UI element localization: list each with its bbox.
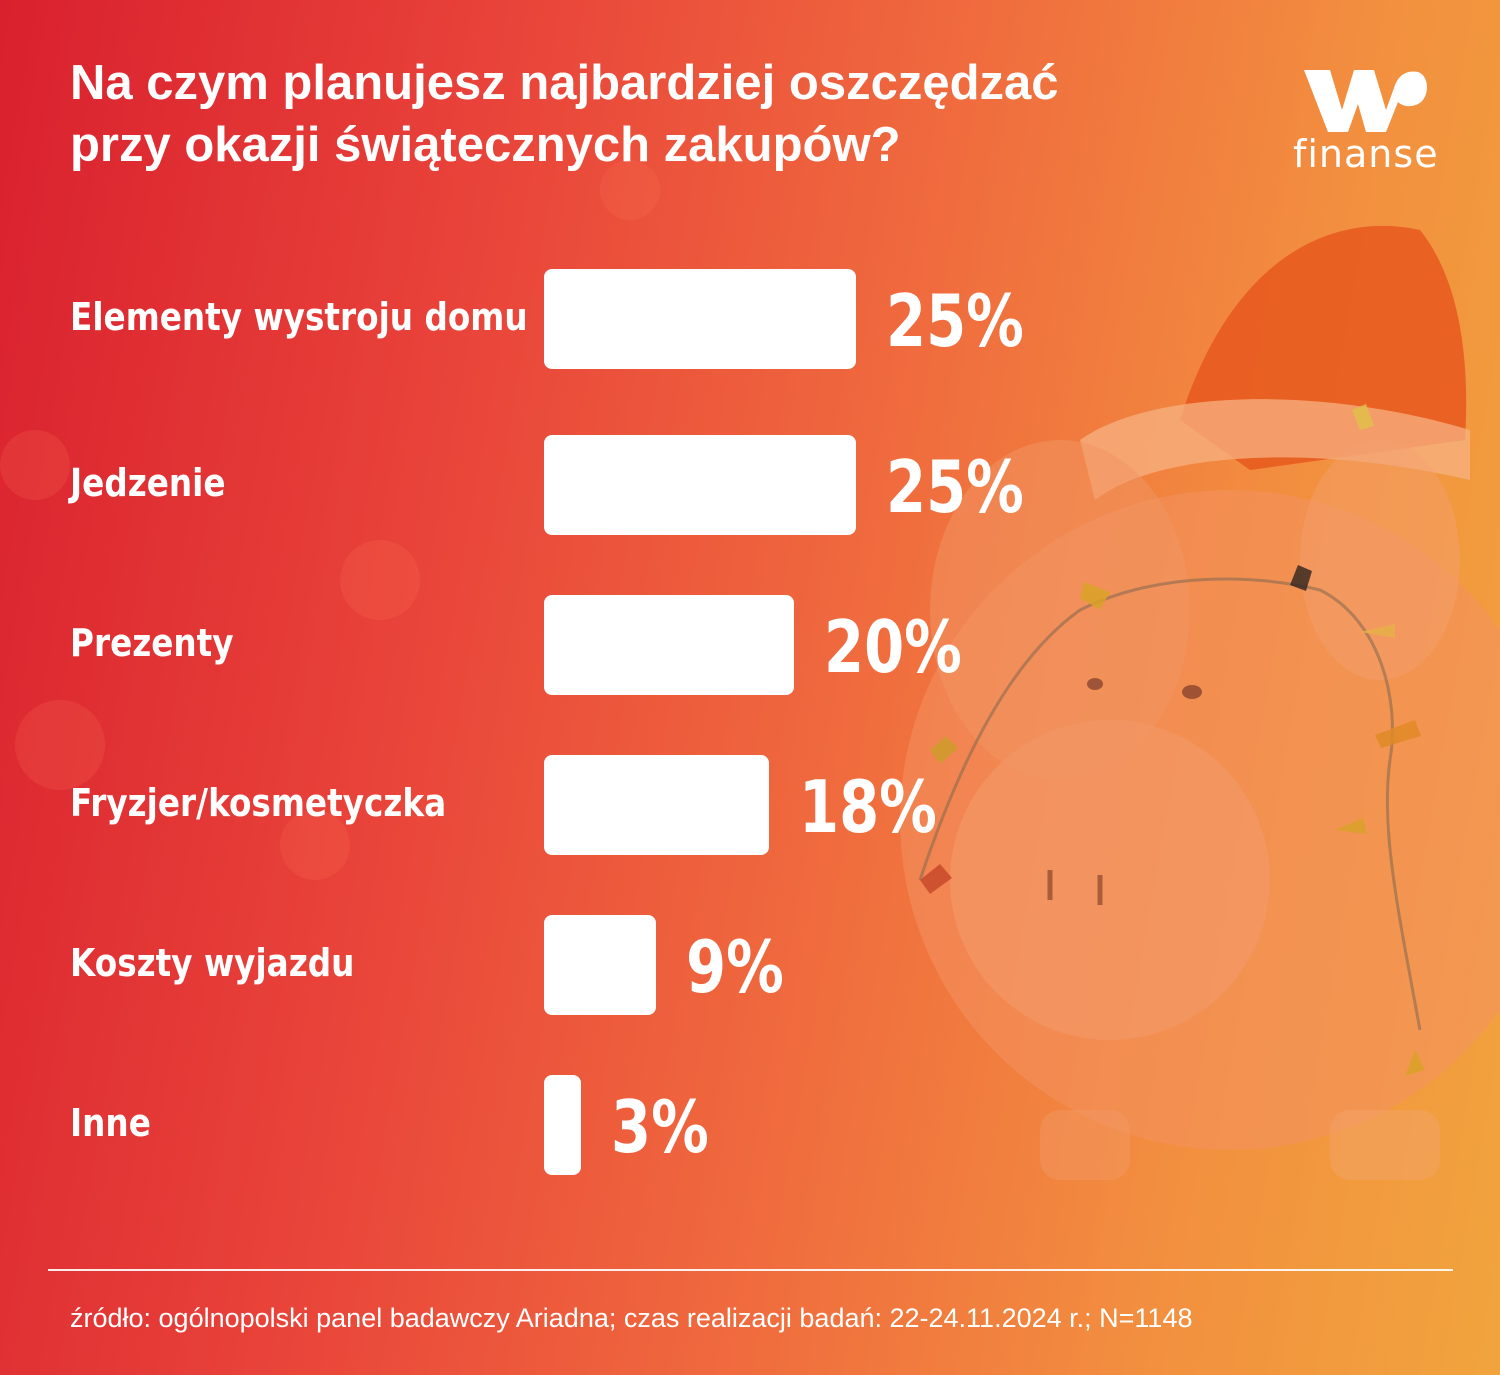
bar [544,435,856,535]
value-label: 20% [823,605,962,689]
bokeh-light [600,160,660,220]
category-label: Koszty wyjazdu [70,941,355,985]
bokeh-light [0,430,70,500]
value-label: 25% [886,445,1024,529]
bokeh-light [340,540,420,620]
bar [544,269,856,369]
category-label: Prezenty [70,621,234,665]
logo-text: finanse [1293,132,1439,176]
category-label: Elementy wystroju domu [70,295,528,339]
bar [544,755,769,855]
category-label: Fryzjer/kosmetyczka [70,781,447,825]
divider [48,1269,1453,1271]
category-label: Inne [70,1101,151,1145]
value-label: 25% [886,279,1024,363]
title-line-1: Na czym planujesz najbardziej oszczędzać [70,56,1059,110]
value-label: 3% [611,1085,710,1169]
category-label: Jedzenie [70,461,226,505]
value-label: 9% [686,925,785,1009]
bar [544,595,794,695]
bokeh-light [280,810,350,880]
bokeh-light [15,700,105,790]
chart-title: Na czym planujesz najbardziej oszczędzać… [70,52,1220,176]
bar [544,1075,582,1175]
bar [544,915,657,1015]
source-note: źródło: ogólnopolski panel badawczy Aria… [70,1303,1193,1333]
value-label: 18% [798,765,937,849]
title-line-2: przy okazji świątecznych zakupów? [70,118,901,172]
wp-logo-icon [1304,70,1427,132]
